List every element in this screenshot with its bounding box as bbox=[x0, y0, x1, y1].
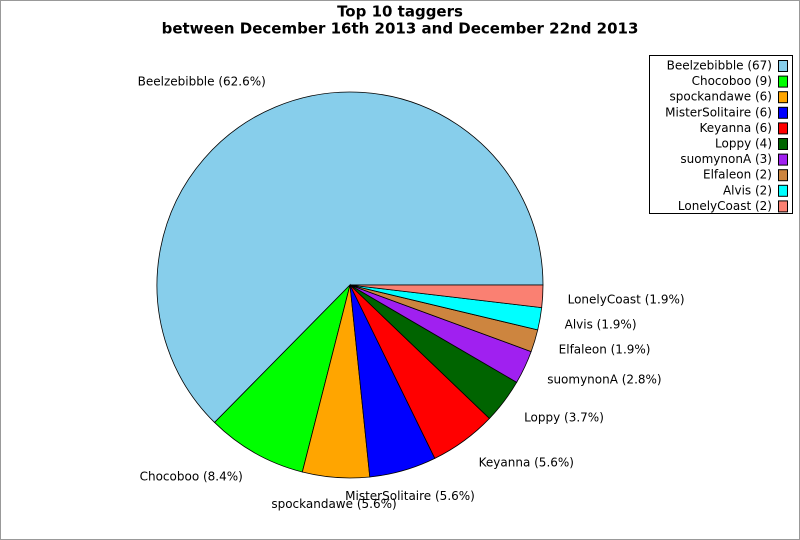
chart-subtitle: between December 16th 2013 and December … bbox=[162, 20, 639, 38]
slice-label: Loppy (3.7%) bbox=[524, 411, 604, 425]
slice-label: suomynonA (2.8%) bbox=[547, 372, 661, 386]
legend-label: Elfaleon (2) bbox=[703, 168, 772, 182]
legend-label: LonelyCoast (2) bbox=[678, 199, 772, 213]
legend-swatch bbox=[778, 75, 788, 88]
slice-label: Keyanna (5.6%) bbox=[479, 455, 574, 469]
pie-slice bbox=[156, 91, 544, 424]
slice-label: spockandawe (5.6%) bbox=[271, 497, 396, 511]
legend-swatch bbox=[778, 60, 788, 72]
slice-label: Alvis (1.9%) bbox=[565, 318, 637, 332]
legend-swatch bbox=[778, 138, 788, 150]
legend-label: Chocoboo (9) bbox=[692, 74, 772, 88]
legend-swatch bbox=[778, 153, 788, 166]
slice-label: Beelzebibble (62.6%) bbox=[138, 74, 266, 88]
legend-label: Keyanna (6) bbox=[700, 121, 773, 135]
legend-label: Beelzebibble (67) bbox=[667, 59, 772, 73]
slice-label: Chocoboo (8.4%) bbox=[140, 469, 243, 483]
legend-swatch bbox=[778, 184, 788, 197]
chart-title: Top 10 taggers bbox=[337, 3, 463, 21]
slice-label: Elfaleon (1.9%) bbox=[559, 343, 651, 357]
legend-swatch bbox=[778, 169, 788, 182]
legend-swatch bbox=[778, 91, 788, 104]
pie-slice bbox=[349, 284, 544, 309]
legend-label: Loppy (4) bbox=[715, 137, 772, 151]
legend-swatch bbox=[778, 200, 788, 213]
slice-label: MisterSolitaire (5.6%) bbox=[345, 489, 475, 503]
legend-label: spockandawe (6) bbox=[670, 90, 773, 104]
legend-label: MisterSolitaire (6) bbox=[665, 105, 772, 119]
legend-box bbox=[649, 55, 793, 214]
pie-slice bbox=[213, 283, 351, 473]
legend-swatch bbox=[778, 122, 788, 135]
legend-label: Alvis (2) bbox=[723, 183, 772, 197]
legend-swatch bbox=[778, 106, 788, 119]
legend-label: suomynonA (3) bbox=[680, 152, 772, 166]
slice-label: LonelyCoast (1.9%) bbox=[568, 292, 685, 306]
